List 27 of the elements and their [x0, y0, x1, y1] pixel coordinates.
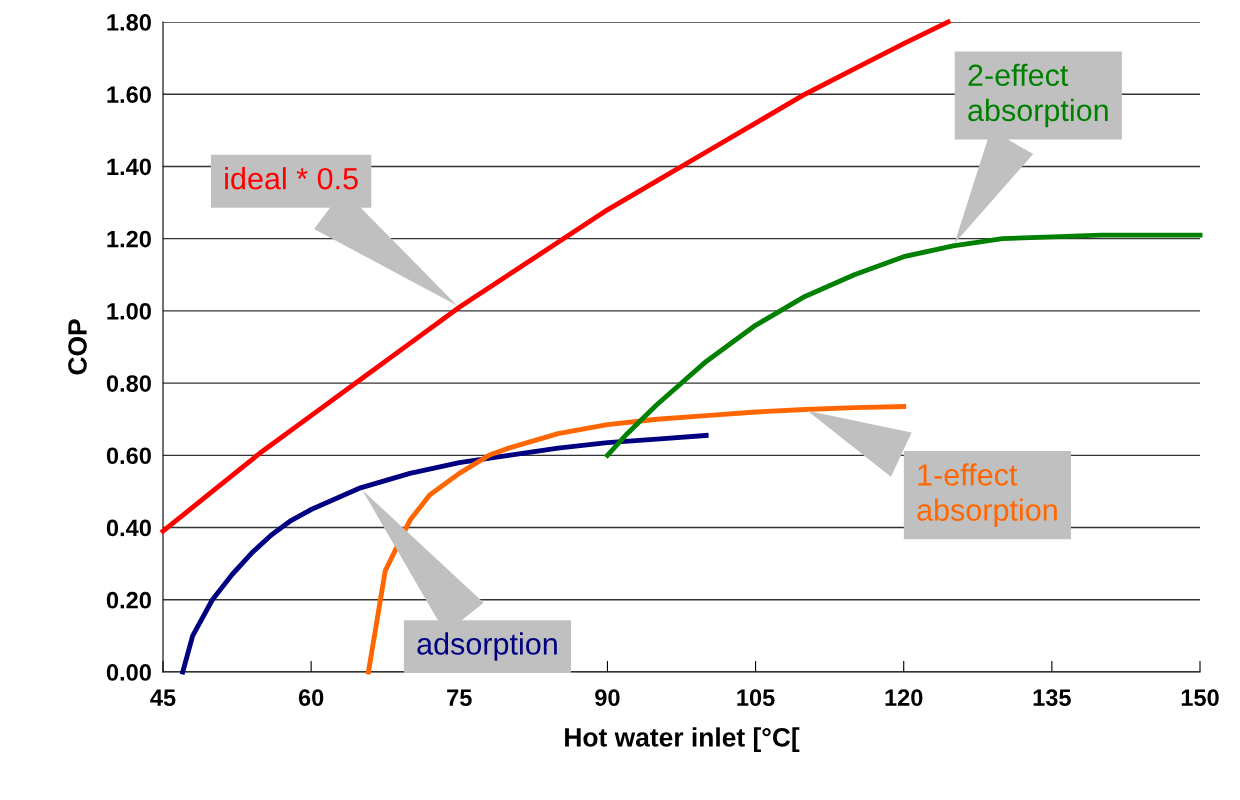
x-tick-label: 120: [885, 689, 923, 707]
y-axis-title: COP: [68, 319, 87, 375]
x-tick-label: 45: [150, 689, 176, 707]
y-tick-label: 1.60: [107, 86, 151, 104]
y-tick-label: 0.80: [106, 375, 151, 392]
text: 2-effect absorption: [968, 63, 1108, 128]
y-tick-label: 1.00: [107, 302, 151, 320]
text: ideal * 0.5: [225, 167, 358, 190]
line-series: [180, 433, 709, 675]
y-tick-label: 1.40: [107, 158, 151, 176]
x-axis-title: Hot water inlet [°C[: [565, 727, 800, 752]
y-tick-label: 1.20: [107, 230, 151, 248]
x-tick-label: 150: [1181, 689, 1219, 707]
x-tick-label: 90: [595, 689, 620, 707]
series-label: 1-effect absorption: [917, 463, 1057, 527]
x-tick-label: 75: [447, 689, 472, 707]
y-tick-label: 0.60: [106, 447, 151, 465]
y-tick-label: 0.00: [106, 664, 151, 681]
x-tick-label: 105: [737, 689, 775, 707]
y-tick-label: 0.20: [106, 591, 151, 609]
line-series: [605, 232, 1203, 458]
y-tick-label: 1.80: [107, 14, 151, 31]
x-tick-label: 60: [298, 689, 324, 707]
y-tick-label: 0.40: [106, 519, 151, 537]
x-tick-label: 135: [1033, 689, 1071, 707]
line-series: [365, 404, 907, 675]
text: adsorption: [417, 632, 557, 661]
